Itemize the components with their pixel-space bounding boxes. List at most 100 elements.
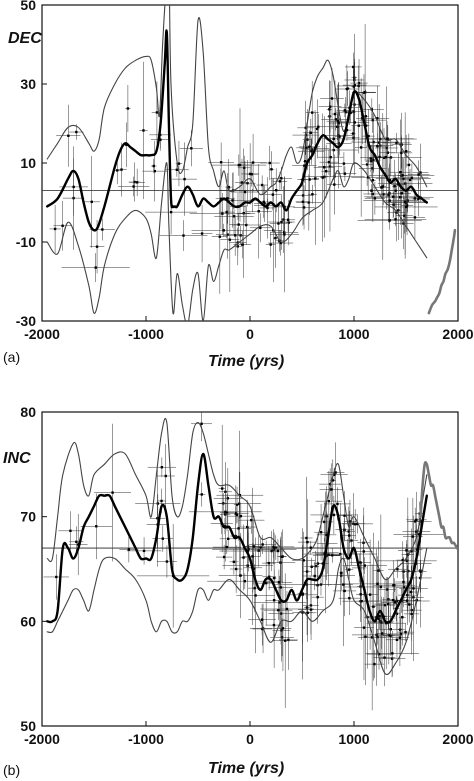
- observation-point: [339, 552, 342, 556]
- panel-b-x-axis-title: Time (yrs): [208, 760, 284, 777]
- observation-point: [263, 202, 266, 205]
- observation-point: [232, 215, 236, 218]
- observation-point: [399, 171, 402, 174]
- panel-a-x-ticks: -2000 -1000 0 1000 2000: [24, 316, 474, 342]
- observation-point: [336, 125, 339, 128]
- observation-point: [328, 108, 331, 111]
- observation-point: [340, 571, 343, 575]
- observation-point: [309, 608, 313, 611]
- observation-point: [353, 83, 356, 87]
- x-tick-label: -1000: [128, 326, 164, 342]
- model-mean-curve: [46, 29, 428, 232]
- observation-point: [125, 143, 128, 147]
- observation-point: [352, 65, 355, 69]
- x-tick-label: -2000: [24, 731, 60, 747]
- observation-point: [240, 181, 244, 184]
- observation-point: [277, 222, 280, 225]
- observation-point: [380, 186, 383, 189]
- observation-point: [404, 630, 407, 634]
- observation-point: [287, 221, 290, 224]
- observation-point: [364, 115, 367, 118]
- observation-point: [386, 588, 389, 591]
- observation-point: [222, 229, 225, 232]
- observation-point: [223, 524, 227, 528]
- observation-point: [235, 503, 239, 506]
- observation-point: [343, 109, 347, 112]
- observation-point: [116, 169, 119, 172]
- observation-point: [238, 502, 241, 505]
- lower-bound-curve: [46, 547, 428, 676]
- observation-point: [387, 193, 390, 197]
- observation-point: [337, 121, 340, 125]
- observation-point: [142, 129, 145, 132]
- panel-a-label: (a): [3, 349, 20, 365]
- panel-b-y-axis-title: INC: [3, 450, 31, 467]
- observation-point: [272, 545, 275, 549]
- observation-point: [342, 162, 346, 165]
- observation-point: [53, 227, 57, 231]
- observation-point: [351, 132, 355, 135]
- observation-point: [267, 561, 271, 565]
- observation-point: [363, 564, 366, 567]
- observation-point: [228, 238, 232, 241]
- observation-point: [325, 554, 328, 557]
- observation-point: [364, 635, 367, 639]
- observation-point: [342, 583, 345, 586]
- observation-point: [405, 204, 409, 207]
- observation-point: [327, 160, 331, 164]
- observation-point: [352, 136, 355, 140]
- observation-point: [333, 183, 336, 186]
- observation-point: [278, 180, 282, 183]
- observation-point: [331, 554, 334, 557]
- observation-point: [391, 195, 395, 199]
- observation-point: [305, 536, 308, 540]
- observation-point: [327, 553, 330, 556]
- observation-point: [152, 164, 155, 168]
- observation-point: [396, 567, 399, 571]
- observation-point: [395, 211, 398, 214]
- observation-point: [415, 518, 418, 522]
- observation-point: [310, 149, 313, 153]
- observation-point: [241, 243, 244, 246]
- observation-point: [225, 511, 229, 514]
- observation-point: [412, 587, 415, 590]
- observation-point: [274, 546, 278, 549]
- observation-point: [402, 177, 405, 180]
- observation-point: [306, 138, 309, 141]
- panel-a-y-ticks: -30 -10 10 30 50: [16, 0, 47, 329]
- observation-point: [246, 181, 249, 185]
- observation-point: [281, 627, 285, 630]
- observation-point: [378, 615, 381, 618]
- observation-point: [261, 543, 264, 546]
- observation-point: [372, 158, 375, 162]
- panel-b-model-curves: [46, 417, 458, 676]
- panel-a-x-axis-title: Time (yrs): [208, 353, 284, 370]
- observation-point: [314, 177, 317, 180]
- observation-point: [262, 200, 265, 204]
- observation-point: [164, 474, 167, 478]
- observation-point: [383, 603, 387, 607]
- observation-point: [417, 197, 420, 201]
- panel-b-data-error-bars: [43, 412, 445, 711]
- observation-point: [279, 586, 282, 589]
- observation-point: [401, 558, 404, 562]
- observation-point: [391, 652, 394, 655]
- observation-point: [359, 561, 362, 564]
- observation-point: [200, 422, 203, 425]
- observation-point: [376, 144, 379, 148]
- observation-point: [389, 634, 392, 638]
- observation-point: [243, 166, 246, 170]
- observation-point: [395, 599, 399, 603]
- observation-point: [419, 576, 422, 580]
- observation-point: [369, 157, 373, 160]
- observation-point: [377, 141, 381, 144]
- observation-point: [403, 200, 407, 204]
- observation-point: [253, 586, 256, 590]
- observation-point: [276, 549, 280, 553]
- observation-point: [400, 192, 403, 195]
- observation-point: [410, 176, 414, 180]
- observation-point: [277, 581, 281, 584]
- observation-point: [111, 491, 114, 494]
- observation-point: [275, 189, 278, 192]
- observation-point: [280, 177, 283, 180]
